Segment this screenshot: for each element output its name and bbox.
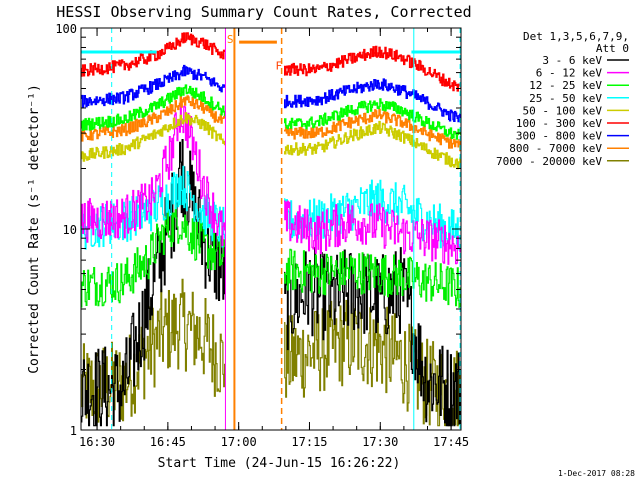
series-layer [81, 32, 462, 427]
y-tick-label: 10 [63, 223, 77, 237]
x-tick-label: 17:30 [362, 435, 398, 449]
series-line [81, 99, 226, 247]
legend-label: 12 - 25 keV [529, 79, 602, 92]
legend-header-line-1: Det 1,3,5,6,7,9, [523, 30, 629, 43]
y-tick-label: 1 [70, 424, 77, 438]
series-line [284, 247, 462, 427]
legend-header-line-2: Att 0 [596, 42, 629, 55]
legend-label: 6 - 12 keV [536, 67, 603, 80]
x-tick-label: 16:30 [79, 435, 115, 449]
series-line [284, 45, 462, 92]
series-line [284, 200, 462, 265]
series-line [284, 120, 462, 170]
x-axis-label: Start Time (24-Jun-15 16:26:22) [158, 456, 401, 471]
series-line [284, 248, 462, 308]
series-line [81, 84, 226, 131]
series-line [284, 299, 462, 427]
legend-label: 50 - 100 keV [523, 104, 603, 117]
series-line [81, 112, 226, 162]
legend-label: 7000 - 20000 keV [496, 155, 602, 168]
legend-label: 3 - 6 keV [542, 54, 602, 67]
series-line [284, 108, 462, 152]
series-line [284, 78, 462, 123]
y-axis-label: Corrected Count Rate (s⁻¹ detector⁻¹) [27, 84, 42, 374]
series-line [81, 64, 226, 108]
x-tick-label: 17:00 [221, 435, 257, 449]
x-tick-label: 16:45 [150, 435, 186, 449]
axes: 16:30 16:45 17:00 17:15 17:30 17:45 100 10 1 [55, 22, 469, 449]
legend-label: 100 - 300 keV [516, 117, 602, 130]
y-tick-label: 100 [55, 22, 77, 36]
saa-markers: SF [81, 28, 461, 430]
x-tick-label: 17:45 [433, 435, 469, 449]
series-line [284, 98, 462, 140]
series-line [81, 95, 226, 142]
chart-title: HESSI Observing Summary Count Rates, Cor… [56, 3, 471, 21]
legend-label: 800 - 7000 keV [509, 142, 602, 155]
saa-start-label: S [227, 33, 234, 46]
series-line [81, 32, 226, 77]
saa-end-label: F [275, 60, 282, 73]
legend-label: 300 - 800 keV [516, 130, 602, 143]
legend-label: 25 - 50 keV [529, 92, 602, 105]
x-tick-label: 17:15 [291, 435, 327, 449]
footer-timestamp: 1-Dec-2017 08:28 [558, 469, 635, 478]
series-line [81, 204, 226, 308]
